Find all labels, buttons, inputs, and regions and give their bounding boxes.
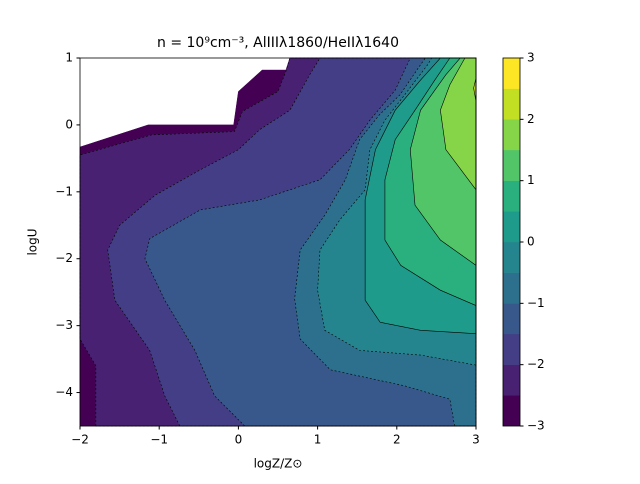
y-tick-label: −3 <box>55 318 73 332</box>
colorbar-bin <box>502 241 521 273</box>
colorbar-tick-label: −3 <box>527 419 545 433</box>
colorbar-tick-label: −1 <box>527 296 545 310</box>
y-tick-label: −2 <box>55 251 73 265</box>
colorbar-tick-label: 2 <box>527 112 535 126</box>
colorbar-bin <box>502 211 521 243</box>
x-tick-label: 0 <box>235 433 243 447</box>
colorbar-bin <box>502 395 521 427</box>
y-axis-label: logU <box>26 228 40 255</box>
colorbar-bin <box>502 119 521 151</box>
colorbar-bin <box>502 364 521 396</box>
colorbar-tick-label: 1 <box>527 173 535 187</box>
x-tick-label: 3 <box>472 433 480 447</box>
colorbar-bin <box>502 57 521 89</box>
y-tick-label: 1 <box>65 51 73 65</box>
colorbar-tick-label: 0 <box>527 235 535 249</box>
colorbar-tick-label: 3 <box>527 51 535 65</box>
x-tick-label: 1 <box>314 433 322 447</box>
colorbar-bin <box>502 88 521 120</box>
colorbar-tick-label: −2 <box>527 357 545 371</box>
colorbar-bin <box>502 333 521 365</box>
plot-frame <box>79 57 477 427</box>
y-tick-label: −4 <box>55 385 73 399</box>
colorbar-bin <box>502 180 521 212</box>
colorbar-bin <box>502 149 521 181</box>
x-tick-label: −1 <box>150 433 168 447</box>
x-tick-label: −2 <box>71 433 89 447</box>
colorbar-bin <box>502 303 521 335</box>
contour-line <box>294 57 477 427</box>
chart-title: n = 10⁹cm⁻³, AlIIIλ1860/HeIIλ1640 <box>157 35 399 51</box>
x-axis-label: logZ/Z⊙ <box>254 457 303 471</box>
y-tick-label: 0 <box>65 117 73 131</box>
colorbar-bin <box>502 272 521 304</box>
y-tick-label: −1 <box>55 184 73 198</box>
x-tick-label: 2 <box>393 433 401 447</box>
